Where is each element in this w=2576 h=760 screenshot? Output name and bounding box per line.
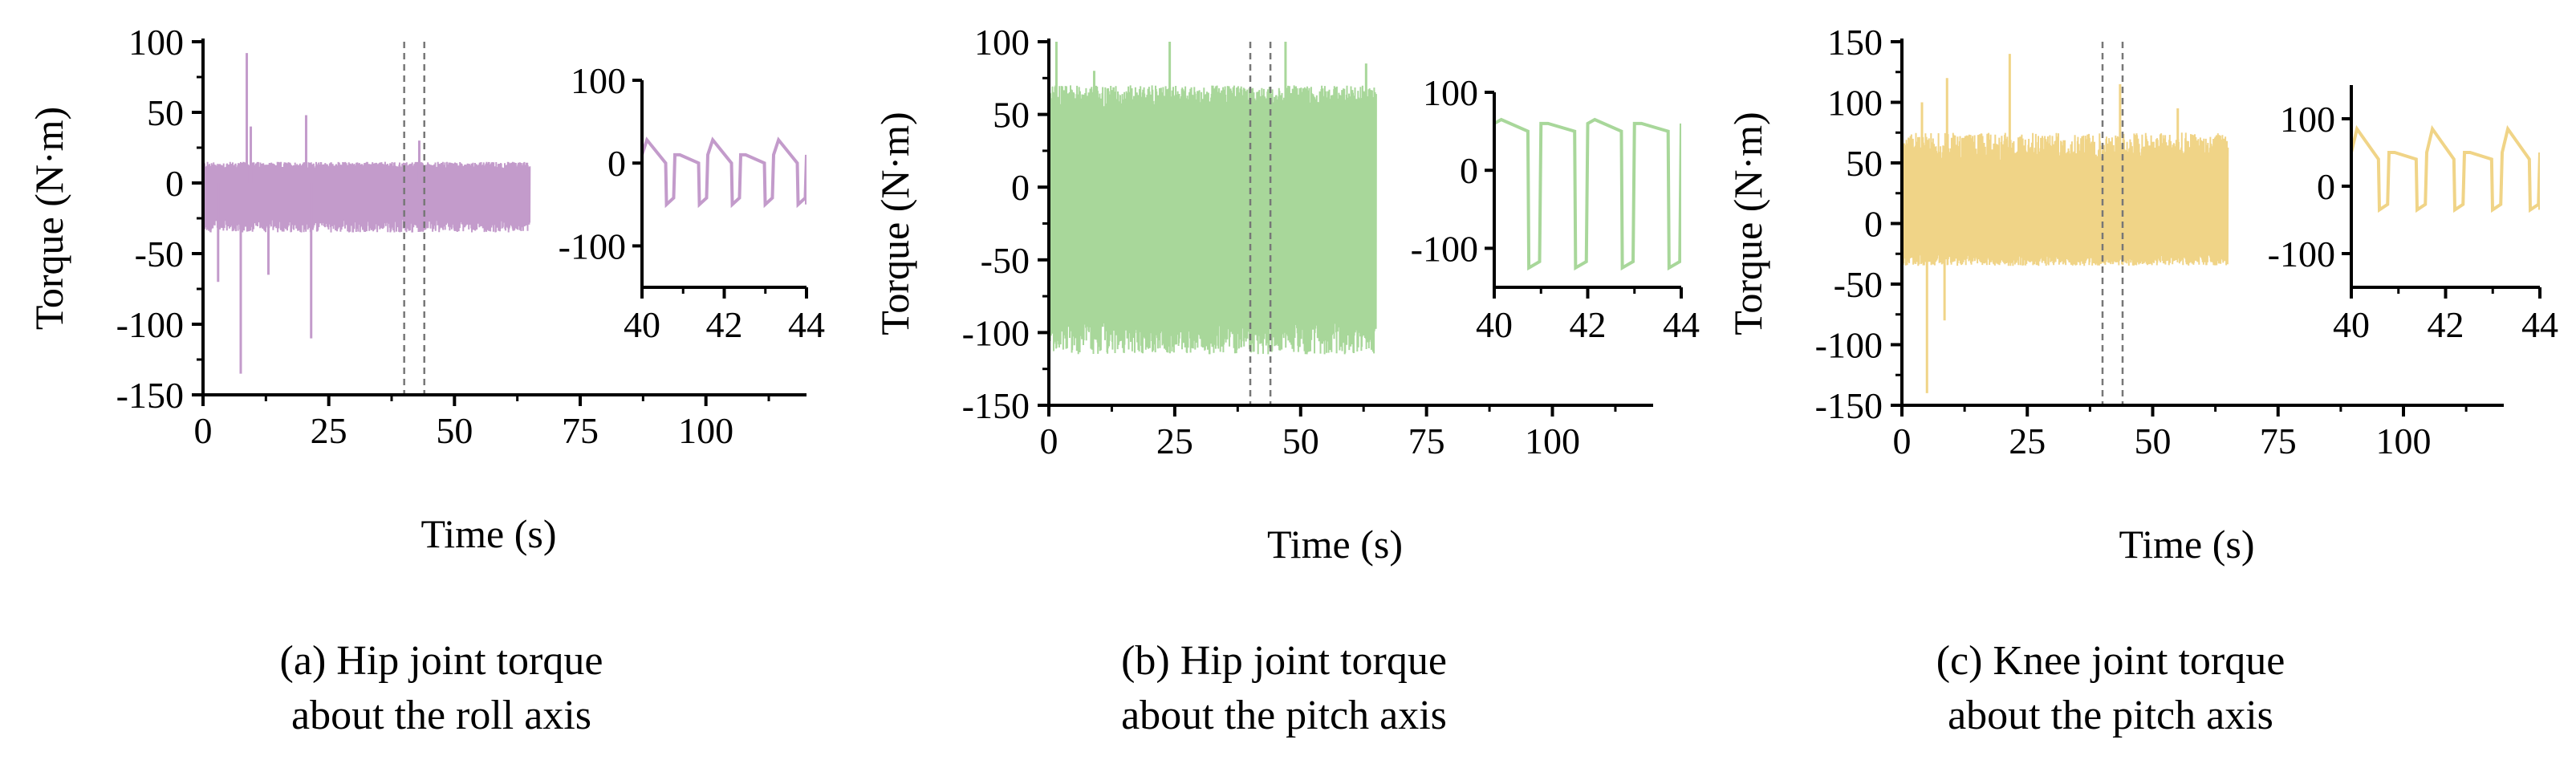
inset-x-tick-label-1-2: 44 — [1663, 304, 1700, 345]
series-line-1 — [1049, 85, 1377, 355]
inset-background-0 — [642, 80, 807, 287]
caption-b-line-2: about the pitch axis — [1121, 693, 1447, 738]
y-tick-label-2-4: 50 — [1846, 143, 1883, 184]
y-tick-label-1-5: 100 — [974, 22, 1030, 63]
series-trace-0 — [203, 53, 531, 374]
y-tick-label-0-4: 50 — [147, 92, 184, 133]
y-tick-label-2-5: 100 — [1827, 83, 1883, 124]
x-tick-label-2-4: 100 — [2376, 421, 2432, 461]
y-tick-label-1-3: 0 — [1011, 167, 1030, 208]
inset-x-tick-label-2-0: 40 — [2333, 304, 2370, 345]
y-tick-label-2-1: -100 — [1815, 325, 1883, 366]
y-tick-label-1-2: -50 — [981, 240, 1030, 281]
caption-a-line-2: about the roll axis — [291, 693, 592, 738]
inset-y-tick-label-1-0: -100 — [1411, 228, 1478, 269]
inset-trace-1 — [1494, 117, 1681, 271]
y-tick-label-2-0: -150 — [1815, 385, 1883, 426]
inset-x-tick-label-1-0: 40 — [1476, 304, 1513, 345]
x-tick-label-1-4: 100 — [1525, 421, 1580, 461]
inset-x-tick-label-0-1: 42 — [706, 304, 743, 345]
y-tick-label-1-4: 50 — [993, 95, 1030, 136]
caption-b-line-1: (b) Hip joint torque — [1121, 638, 1447, 684]
inset-2: -100 0 100 40 42 44 — [2268, 85, 2558, 345]
x-tick-label-1-0: 0 — [1040, 421, 1058, 461]
inset-y-tick-label-2-1: 0 — [2317, 166, 2335, 207]
y-tick-label-0-5: 100 — [128, 22, 184, 63]
inset-trace-2 — [2351, 124, 2540, 213]
x-tick-label-2-0: 0 — [1893, 421, 1912, 461]
chart-1: -150 -100 -50 0 50 100 0 25 50 75 100 Time (s) Torqu… — [872, 22, 1700, 567]
y-tick-label-0-3: 0 — [165, 163, 184, 204]
inset-series-line-0 — [642, 136, 807, 209]
inset-series-line-1 — [1494, 117, 1681, 271]
y-tick-label-0-1: -100 — [116, 304, 184, 345]
inset-x-tick-label-0-0: 40 — [624, 304, 660, 345]
x-tick-label-1-1: 25 — [1156, 421, 1193, 461]
inset-1: -100 0 100 40 42 44 — [1411, 72, 1700, 345]
x-tick-label-0-0: 0 — [194, 410, 213, 451]
y-tick-label-1-0: -150 — [962, 385, 1030, 426]
y-tick-label-2-3: 0 — [1864, 204, 1883, 245]
x-tick-label-1-2: 50 — [1282, 421, 1319, 461]
caption-b: (b) Hip joint torque about the pitch axi… — [923, 634, 1645, 743]
chart-0: -150 -100 -50 0 50 100 0 25 50 75 100 Time (s) Torqu… — [26, 22, 825, 556]
caption-c: (c) Knee joint torque about the pitch ax… — [1749, 634, 2472, 743]
inset-y-tick-label-0-1: 0 — [607, 143, 626, 184]
chart-2: -150 -100 -50 0 50 100 150 0 25 50 75 100 Time (s) To… — [1725, 22, 2558, 567]
inset-x-tick-label-1-1: 42 — [1570, 304, 1607, 345]
inset-y-tick-label-0-0: -100 — [559, 226, 626, 266]
y-tick-label-2-6: 150 — [1827, 22, 1883, 63]
inset-background-2 — [2351, 85, 2540, 287]
series-trace-1 — [1049, 42, 1377, 355]
caption-a-line-1: (a) Hip joint torque — [279, 638, 603, 684]
y-tick-label-0-2: -50 — [135, 234, 184, 274]
y-axis-label-2: Torque (N·m) — [1725, 112, 1770, 335]
y-tick-label-2-2: -50 — [1834, 264, 1883, 305]
caption-a: (a) Hip joint torque about the roll axis — [80, 634, 802, 743]
series-trace-2 — [1902, 54, 2229, 393]
inset-x-tick-label-2-1: 42 — [2428, 304, 2464, 345]
x-tick-label-2-2: 50 — [2135, 421, 2172, 461]
x-tick-label-0-1: 25 — [311, 410, 347, 451]
inset-x-tick-label-0-2: 44 — [788, 304, 825, 345]
x-tick-label-1-3: 75 — [1408, 421, 1445, 461]
y-axis-label-0: Torque (N·m) — [26, 107, 71, 330]
x-axis-label-0: Time (s) — [421, 511, 556, 556]
inset-series-line-2 — [2351, 124, 2540, 213]
caption-c-line-2: about the pitch axis — [1948, 693, 2273, 738]
series-line-0 — [203, 161, 531, 233]
x-tick-label-2-1: 25 — [2009, 421, 2046, 461]
inset-y-tick-label-1-1: 0 — [1460, 150, 1478, 191]
inset-y-tick-label-2-0: -100 — [2268, 234, 2335, 274]
inset-x-tick-label-2-2: 44 — [2521, 304, 2558, 345]
x-tick-label-0-3: 75 — [562, 410, 599, 451]
inset-trace-0 — [642, 136, 807, 209]
x-axis-label-1: Time (s) — [1267, 522, 1403, 567]
inset-y-tick-label-2-2: 100 — [2280, 99, 2335, 140]
x-tick-label-2-3: 75 — [2260, 421, 2297, 461]
caption-c-line-1: (c) Knee joint torque — [1936, 638, 2285, 684]
x-tick-label-0-2: 50 — [436, 410, 473, 451]
inset-y-tick-label-0-2: 100 — [571, 60, 626, 101]
inset-0: -100 0 100 40 42 44 — [559, 60, 825, 345]
x-axis-label-2: Time (s) — [2119, 522, 2254, 567]
y-tick-label-1-1: -100 — [962, 312, 1030, 353]
series-line-2 — [1902, 132, 2229, 266]
y-axis-label-1: Torque (N·m) — [872, 112, 917, 335]
x-tick-label-0-4: 100 — [678, 410, 733, 451]
inset-y-tick-label-1-2: 100 — [1423, 72, 1478, 113]
y-tick-label-0-0: -150 — [116, 375, 184, 416]
